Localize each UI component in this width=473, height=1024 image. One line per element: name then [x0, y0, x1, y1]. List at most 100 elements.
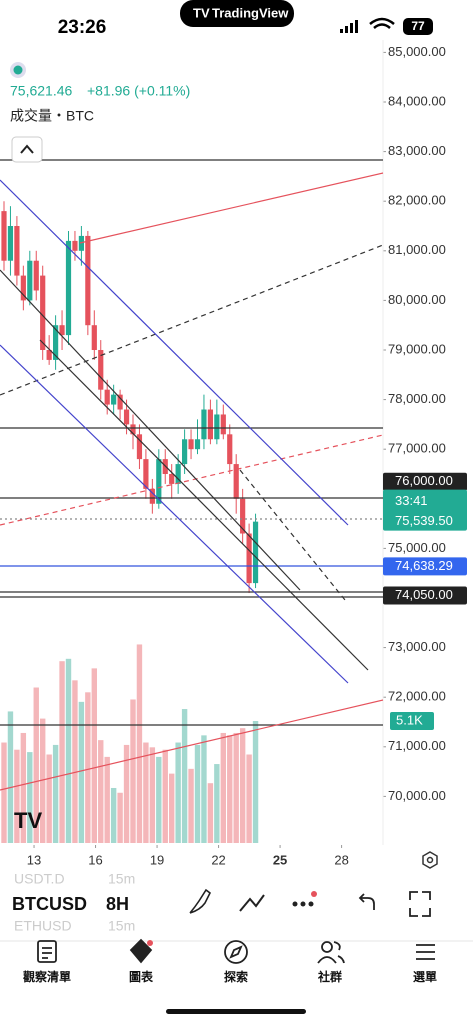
y-tick-label: 72,000.00: [388, 689, 446, 704]
candle-body: [143, 459, 149, 489]
price-tag-label: 74,638.29: [395, 558, 453, 573]
volume-bar: [117, 792, 123, 843]
battery: [403, 18, 433, 35]
volume-bar: [207, 783, 214, 843]
y-tick-label: 79,000.00: [388, 341, 446, 356]
candle-body: [72, 240, 78, 251]
volume-bar: [162, 749, 168, 843]
x-tick-label: 16: [88, 852, 102, 867]
tab-label[interactable]: 觀察清單: [23, 969, 71, 984]
volume-bar: [227, 735, 233, 843]
volume-bar: [252, 721, 259, 843]
home-indicator: [166, 1009, 306, 1014]
volume-bar: [14, 749, 20, 843]
y-tick-label: 84,000.00: [388, 93, 446, 108]
volume-bar: [143, 742, 149, 843]
fullscreen-icon[interactable]: [409, 891, 431, 917]
y-tick-label: 71,000.00: [388, 738, 446, 753]
volume-bar: [220, 732, 226, 843]
volume-bar: [175, 742, 181, 843]
volume-bar: [65, 658, 72, 843]
y-tick-label: 82,000.00: [388, 193, 446, 208]
tab-label[interactable]: 選單: [413, 970, 437, 984]
candle-body: [136, 434, 143, 460]
candle-body: [214, 414, 220, 440]
price-tag-label: 75,539.50: [395, 513, 453, 528]
trend-line: [0, 434, 384, 526]
candle-body: [252, 521, 259, 584]
x-tick-label: 13: [27, 852, 41, 867]
candle-body: [98, 349, 104, 390]
candle-body: [169, 473, 175, 484]
volume-bar: [7, 711, 14, 843]
more-icon[interactable]: [292, 901, 314, 907]
volume-bar: [27, 752, 33, 843]
volume-bar: [52, 744, 59, 843]
drawings: [0, 159, 384, 791]
trend-line: [0, 699, 384, 791]
x-tick-label: 25: [273, 852, 287, 867]
collapse-button[interactable]: [11, 136, 43, 163]
watch-symbol[interactable]: ETHUSD: [14, 918, 72, 934]
wifi-icon: [369, 17, 395, 29]
signal-icon: [340, 20, 358, 33]
chevron-icon: [20, 144, 34, 154]
channel-line: [0, 344, 349, 684]
channel-line: [239, 469, 346, 601]
candle-body: [59, 325, 65, 336]
candle-body: [201, 409, 207, 440]
volume-bar: [33, 687, 39, 843]
candle-body: [182, 439, 188, 465]
price-tag-label: 74,050.00: [395, 587, 453, 602]
volume-bar: [59, 661, 65, 843]
volume-tag: [390, 712, 434, 730]
y-tick-label: 81,000.00: [388, 242, 446, 257]
candle-body: [130, 424, 136, 435]
candle-body: [227, 434, 233, 465]
volume-bar: [78, 701, 85, 843]
undo-icon[interactable]: [358, 893, 375, 910]
tab-label[interactable]: 探索: [224, 969, 248, 984]
watch-symbol[interactable]: USDT.D: [14, 871, 65, 887]
channel-line: [0, 179, 349, 526]
volume-bar: [40, 718, 46, 843]
trend-line: [79, 172, 384, 244]
app-name: TradingView: [212, 5, 289, 20]
notification-dot: [311, 891, 317, 897]
volume-bar: [123, 744, 130, 843]
candle-body: [240, 498, 246, 534]
volume-bar: [169, 773, 175, 843]
candle-body: [123, 409, 130, 425]
candle-body: [27, 260, 33, 301]
interval[interactable]: 8H: [106, 894, 129, 914]
tab-label[interactable]: 圖表: [129, 969, 154, 984]
candle-body: [188, 439, 194, 450]
x-tick-label: 19: [150, 852, 164, 867]
volume-bar: [91, 668, 97, 843]
candle-body: [20, 275, 26, 301]
settings-icon[interactable]: [422, 851, 438, 869]
volume-bar: [98, 740, 104, 843]
volume-bar: [130, 699, 136, 843]
tab-label[interactable]: 社群: [317, 969, 342, 984]
volume-bar: [246, 754, 252, 843]
volume-bar: [188, 768, 194, 843]
candle-body: [194, 439, 201, 450]
volume-bar: [72, 680, 78, 843]
candle-body: [149, 488, 155, 504]
volume-bar: [156, 756, 162, 843]
settings-icon-dot: [426, 856, 434, 864]
draw-tool-icon[interactable]: [189, 888, 212, 914]
candle-body: [1, 211, 7, 261]
watch-interval: 15m: [108, 871, 135, 887]
candle-body: [14, 225, 20, 276]
symbol[interactable]: BTCUSD: [12, 894, 87, 914]
candle-body: [78, 235, 84, 251]
volume-bar: [104, 756, 110, 843]
clock: 23:26: [58, 17, 107, 38]
last-price: 75,621.46: [10, 83, 72, 99]
price-tag: [383, 557, 467, 576]
pattern-tool-icon[interactable]: [239, 894, 265, 912]
volume-bar: [1, 742, 7, 843]
